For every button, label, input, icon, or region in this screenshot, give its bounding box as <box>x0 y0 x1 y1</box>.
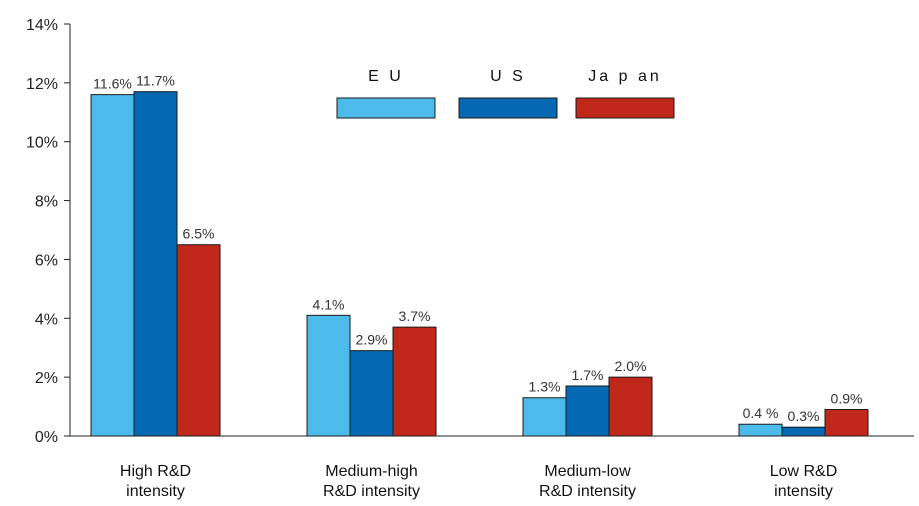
category-label: Low R&D <box>770 463 838 480</box>
category-label: Medium-high <box>325 463 417 480</box>
y-tick-label: 2% <box>35 370 58 387</box>
category-label: High R&D <box>120 463 191 480</box>
bar-us-3 <box>781 426 826 437</box>
data-label: 4.1% <box>313 296 345 312</box>
bar-us-1 <box>349 350 394 437</box>
y-tick-label: 4% <box>35 311 58 328</box>
bar-eu-0 <box>90 94 135 437</box>
bar-eu-1 <box>306 314 351 437</box>
legend-label-us: U S <box>490 68 526 85</box>
data-label: 0.9% <box>831 391 863 407</box>
legend-swatch-eu <box>336 97 436 119</box>
data-label: 11.7% <box>136 73 175 89</box>
bar-japan-3 <box>824 409 869 437</box>
data-label: 2.0% <box>615 358 647 374</box>
category-label: R&D intensity <box>539 483 636 500</box>
bar-eu-3 <box>738 423 783 437</box>
bar-eu-2 <box>522 397 567 437</box>
bar-japan-2 <box>608 376 653 437</box>
category-label: R&D intensity <box>323 483 420 500</box>
data-label: 1.3% <box>529 379 561 395</box>
y-tick-label: 6% <box>35 252 58 269</box>
legend-label-japan: Ja p an <box>588 68 661 85</box>
bar-us-0 <box>133 91 178 437</box>
data-label: 6.5% <box>183 226 215 242</box>
data-label: 11.6% <box>93 76 132 92</box>
y-tick-label: 12% <box>26 76 58 93</box>
data-label: 3.7% <box>399 308 431 324</box>
data-label: 1.7% <box>572 367 604 383</box>
legend-swatch-japan <box>575 97 675 119</box>
legend-label-eu: E U <box>368 68 404 85</box>
category-label: intensity <box>126 483 185 500</box>
data-label: 0.4 % <box>743 405 779 421</box>
legend-swatch-us <box>458 97 558 119</box>
bar-japan-0 <box>176 244 221 437</box>
category-label: Medium-low <box>544 463 631 480</box>
y-tick-label: 0% <box>35 429 58 446</box>
data-label: 0.3% <box>788 408 820 424</box>
data-label: 2.9% <box>356 332 388 348</box>
y-tick-label: 14% <box>26 17 58 34</box>
bar-japan-1 <box>392 326 437 437</box>
bar-us-2 <box>565 385 610 437</box>
y-tick-label: 8% <box>35 194 58 211</box>
y-tick-label: 10% <box>26 135 58 152</box>
category-label: intensity <box>774 483 833 500</box>
